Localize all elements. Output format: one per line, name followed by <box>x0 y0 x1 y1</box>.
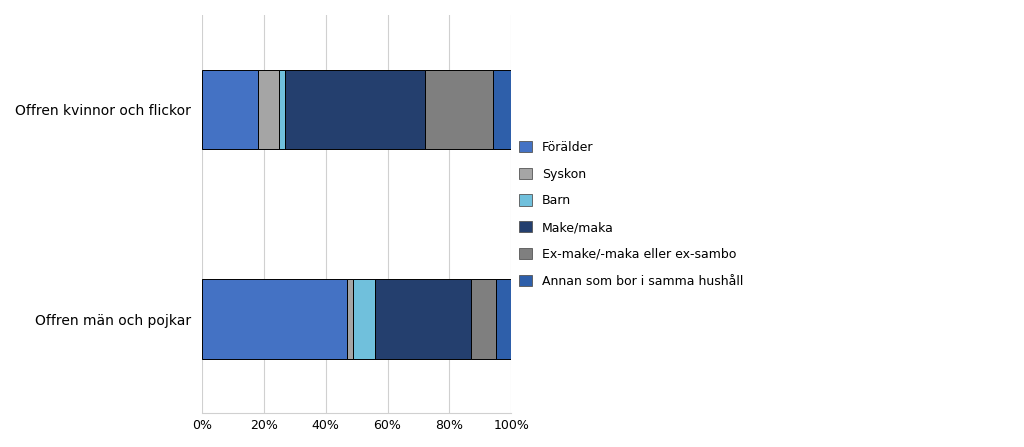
Bar <box>347 279 353 359</box>
Bar <box>471 279 496 359</box>
Bar <box>202 70 258 149</box>
Bar <box>496 279 511 359</box>
Bar <box>202 279 347 359</box>
Bar <box>493 70 511 149</box>
Bar <box>353 279 375 359</box>
Legend: Förälder, Syskon, Barn, Make/maka, Ex-make/-maka eller ex-sambo, Annan som bor i: Förälder, Syskon, Barn, Make/maka, Ex-ma… <box>514 136 749 293</box>
Bar <box>280 70 286 149</box>
Bar <box>425 70 493 149</box>
Bar <box>258 70 280 149</box>
Bar <box>286 70 425 149</box>
Bar <box>375 279 471 359</box>
